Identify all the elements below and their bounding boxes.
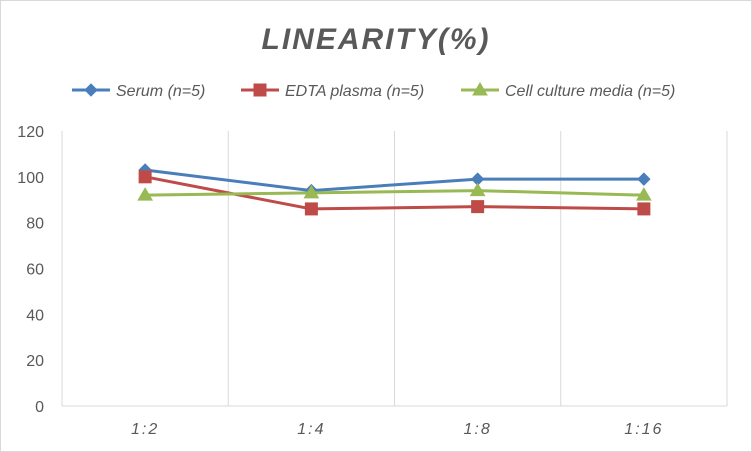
- chart-title: LINEARITY(%): [262, 23, 491, 56]
- legend-item: EDTA plasma (n=5): [241, 83, 424, 100]
- y-axis: 0 20 40 60 80 100 120: [17, 124, 44, 416]
- data-point-marker: [303, 184, 320, 199]
- y-tick-label: 40: [26, 307, 44, 324]
- legend-marker: [472, 82, 488, 96]
- data-point-marker: [637, 202, 651, 216]
- legend-marker: [253, 83, 267, 97]
- legend-item: Serum (n=5): [72, 83, 205, 100]
- data-point-marker: [138, 170, 152, 184]
- y-tick-label: 60: [26, 262, 44, 279]
- data-point-marker: [304, 202, 318, 216]
- y-tick-label: 120: [17, 124, 44, 141]
- data-point-marker: [637, 172, 651, 186]
- data-point-marker: [137, 187, 153, 201]
- data-point-marker: [471, 200, 485, 214]
- y-tick-label: 80: [26, 216, 44, 233]
- legend-marker: [84, 83, 98, 97]
- data-point-marker: [469, 182, 486, 197]
- legend: Serum (n=5) EDTA plasma (n=5) Cell culture…: [72, 82, 675, 100]
- y-tick-label: 0: [35, 399, 44, 416]
- series-3: [137, 182, 652, 201]
- data-point-marker: [636, 187, 652, 201]
- gridlines: [61, 131, 728, 407]
- x-tick-label: 1:2: [131, 421, 159, 438]
- y-tick-label: 20: [26, 353, 44, 370]
- legend-item: Cell culture media (n=5): [461, 82, 675, 100]
- x-axis: 1:2 1:4 1:8 1:16: [131, 421, 663, 438]
- legend-label: EDTA plasma (n=5): [285, 83, 424, 100]
- y-tick-label: 100: [17, 170, 44, 187]
- x-tick-label: 1:8: [464, 421, 492, 438]
- x-tick-label: 1:4: [297, 421, 325, 438]
- series-line: [145, 189, 644, 197]
- series-line: [144, 168, 644, 193]
- series-lines: [137, 163, 652, 216]
- legend-label: Serum (n=5): [116, 83, 205, 100]
- legend-label: Cell culture media (n=5): [505, 83, 675, 100]
- x-tick-label: 1:16: [624, 421, 663, 438]
- plot-area: 0 20 40 60 80 100 120 1:2 1:4 1:8 1:16: [17, 124, 728, 438]
